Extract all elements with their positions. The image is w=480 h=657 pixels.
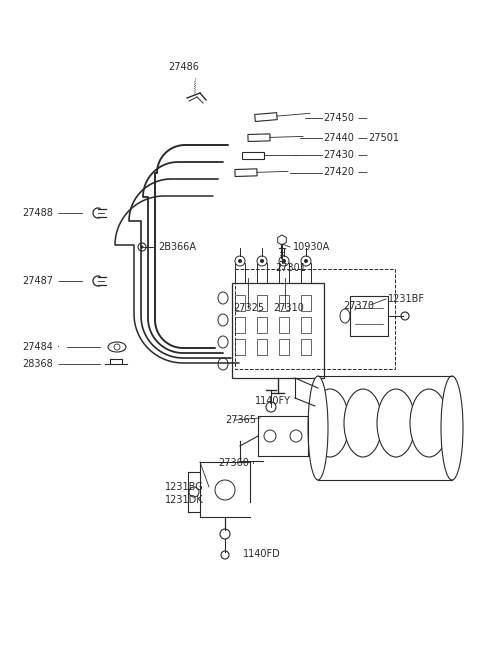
Circle shape <box>279 256 289 266</box>
Circle shape <box>304 259 308 263</box>
Text: —: — <box>358 133 368 143</box>
Circle shape <box>301 256 311 266</box>
Text: 27310: 27310 <box>273 303 304 313</box>
Text: 27325: 27325 <box>233 303 264 313</box>
Bar <box>257 295 267 311</box>
Circle shape <box>138 243 146 251</box>
Bar <box>279 339 289 355</box>
Ellipse shape <box>218 314 228 326</box>
Text: 1140FY: 1140FY <box>255 396 291 406</box>
Ellipse shape <box>410 389 448 457</box>
Bar <box>350 296 388 336</box>
Text: 27420: 27420 <box>323 167 354 177</box>
Circle shape <box>257 256 267 266</box>
Text: 27486: 27486 <box>168 62 199 72</box>
Bar <box>279 295 289 311</box>
Bar <box>301 317 311 333</box>
Bar <box>257 339 267 355</box>
Bar <box>235 295 245 311</box>
Ellipse shape <box>308 376 328 480</box>
Text: ·: · <box>57 342 60 352</box>
Ellipse shape <box>344 389 382 457</box>
Text: 1140FD: 1140FD <box>243 549 281 559</box>
Bar <box>235 317 245 333</box>
Bar <box>279 317 289 333</box>
Text: —: — <box>358 167 368 177</box>
Text: 10930A: 10930A <box>293 242 330 252</box>
Bar <box>279 263 289 283</box>
Text: 27488: 27488 <box>22 208 53 218</box>
Text: 27430: 27430 <box>323 150 354 160</box>
Circle shape <box>260 259 264 263</box>
Text: 27360: 27360 <box>218 458 249 468</box>
Text: —: — <box>58 359 68 369</box>
Text: 27440: 27440 <box>323 133 354 143</box>
Ellipse shape <box>340 309 350 323</box>
Text: 27370: 27370 <box>343 301 374 311</box>
Text: 1231BF: 1231BF <box>388 294 425 304</box>
Text: —: — <box>58 276 68 286</box>
Ellipse shape <box>218 336 228 348</box>
Ellipse shape <box>218 358 228 370</box>
Circle shape <box>282 259 286 263</box>
Text: —: — <box>358 150 368 160</box>
Text: 27484: 27484 <box>22 342 53 352</box>
Ellipse shape <box>377 389 415 457</box>
Circle shape <box>401 312 409 320</box>
Text: 27501: 27501 <box>368 133 399 143</box>
Circle shape <box>238 259 242 263</box>
Bar <box>301 263 311 283</box>
Text: 1231DK: 1231DK <box>165 495 204 505</box>
Bar <box>257 317 267 333</box>
Bar <box>301 295 311 311</box>
Text: 28368: 28368 <box>22 359 53 369</box>
Text: 1231BG: 1231BG <box>165 482 204 492</box>
Text: —: — <box>58 208 68 218</box>
Text: 27365: 27365 <box>225 415 256 425</box>
Bar <box>235 263 245 283</box>
Bar <box>257 263 267 283</box>
Bar <box>235 269 395 369</box>
Text: 27301: 27301 <box>275 263 306 273</box>
Ellipse shape <box>218 292 228 304</box>
Text: —: — <box>358 113 368 123</box>
Text: 2B366A: 2B366A <box>158 242 196 252</box>
Ellipse shape <box>441 376 463 480</box>
Ellipse shape <box>311 389 349 457</box>
Bar <box>235 339 245 355</box>
Circle shape <box>235 256 245 266</box>
Bar <box>301 339 311 355</box>
Circle shape <box>141 246 144 248</box>
Text: 27487: 27487 <box>22 276 53 286</box>
Text: 27450: 27450 <box>323 113 354 123</box>
